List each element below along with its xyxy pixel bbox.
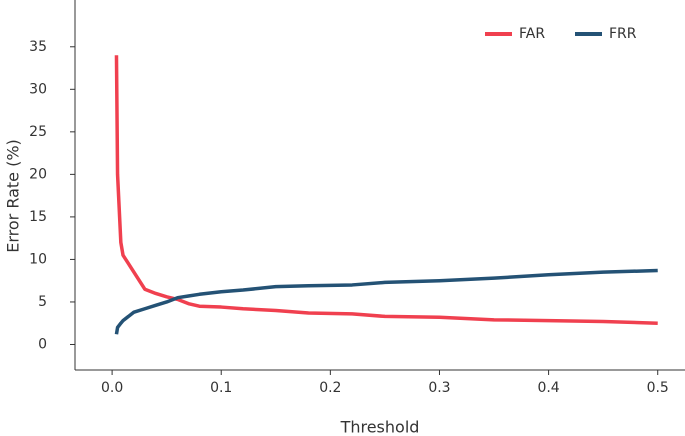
y-tick-label: 20	[29, 166, 47, 182]
x-tick-label: 0.0	[101, 380, 123, 396]
y-axis-label: Error Rate (%)	[4, 139, 23, 253]
y-tick-label: 35	[29, 39, 47, 55]
x-tick-label: 0.3	[428, 380, 450, 396]
y-tick-label: 10	[29, 251, 47, 267]
x-tick-label: 0.5	[647, 380, 669, 396]
x-tick-label: 0.4	[537, 380, 559, 396]
legend-label: FAR	[519, 26, 545, 42]
legend-label: FRR	[609, 26, 637, 42]
x-tick-label: 0.1	[210, 380, 232, 396]
x-axis-label: Threshold	[340, 418, 420, 436]
y-tick-label: 0	[38, 336, 47, 352]
y-tick-label: 30	[29, 81, 47, 97]
y-tick-label: 15	[29, 209, 47, 225]
x-tick-label: 0.2	[319, 380, 341, 396]
series-line	[114, 55, 658, 325]
y-tick-label: 5	[38, 294, 47, 310]
y-tick-label: 25	[29, 124, 47, 140]
series-line	[114, 268, 658, 335]
